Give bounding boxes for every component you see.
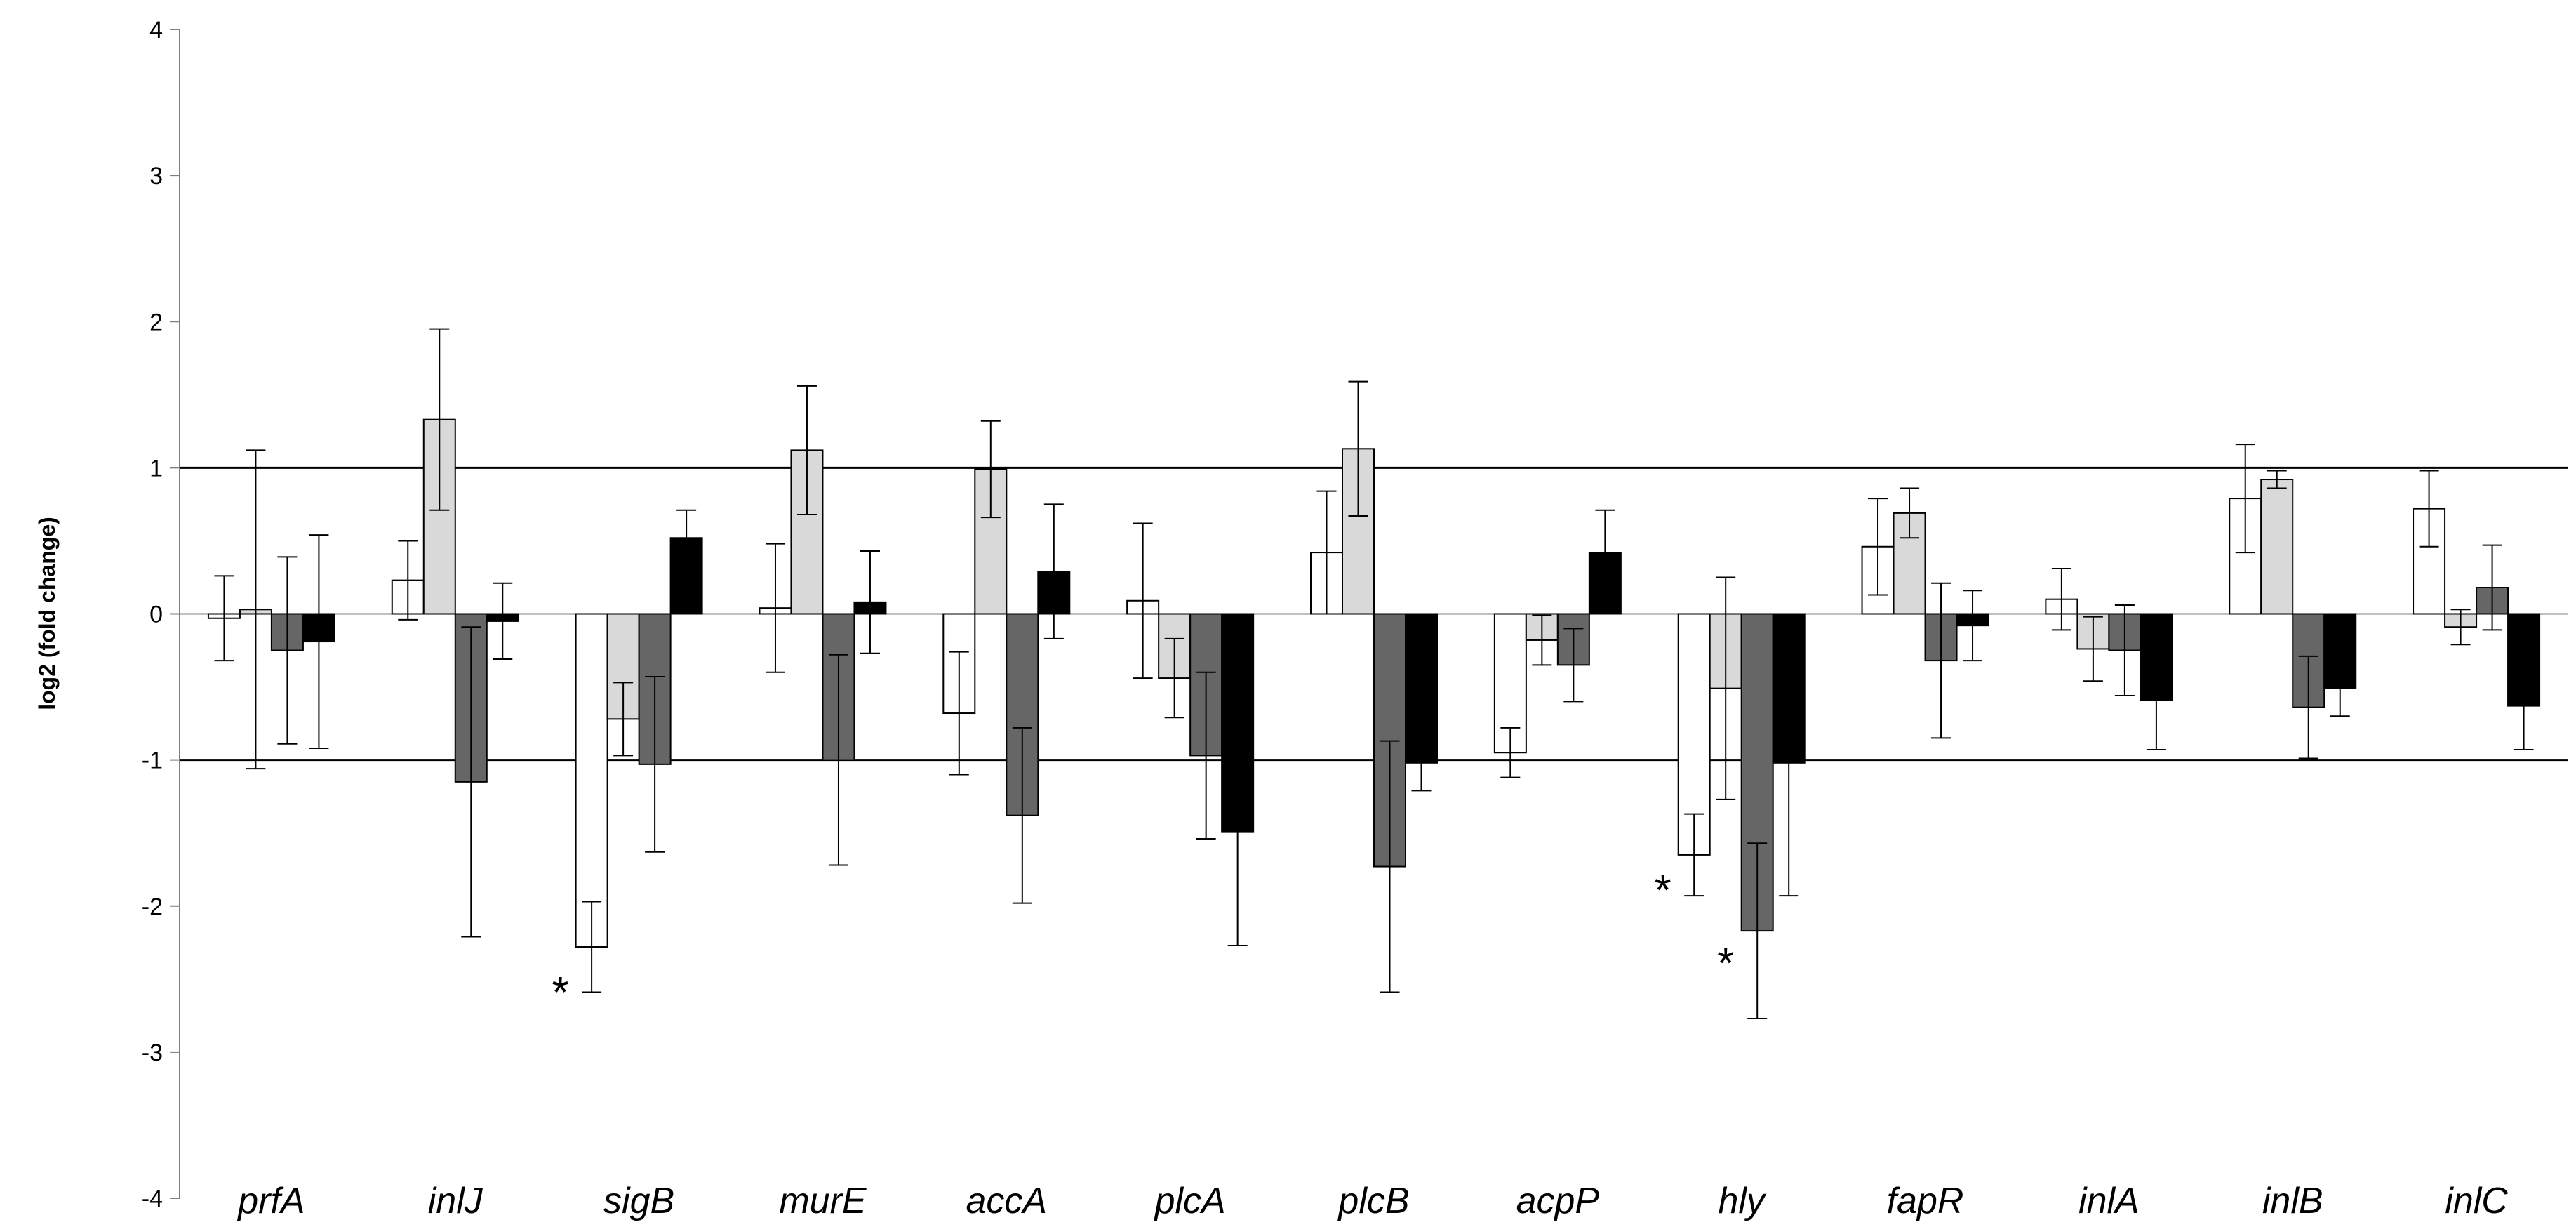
bar-sigB-series-2 [606, 613, 640, 720]
y-tick-label: 3 [149, 163, 163, 190]
bar-sigB-series-1 [575, 613, 608, 948]
bar-inlB-series-2 [2260, 479, 2294, 615]
category-label: inlA [2078, 1181, 2140, 1221]
y-tick-label: -4 [142, 1186, 163, 1212]
y-tick-label: 2 [149, 309, 163, 336]
category-label: accA [966, 1181, 1048, 1221]
category-label: inlB [2262, 1181, 2323, 1221]
y-tick-label: -1 [142, 748, 163, 774]
category-label: hly [1718, 1181, 1766, 1221]
y-tick-label: 4 [149, 17, 163, 44]
y-tick-label: 0 [149, 602, 163, 628]
y-axis-title: log2 (fold change) [34, 517, 60, 710]
category-label: fapR [1887, 1181, 1964, 1221]
category-label: sigB [603, 1181, 674, 1221]
bars [207, 328, 2541, 1020]
y-tick-label: 1 [149, 455, 163, 482]
category-label: inlC [2445, 1181, 2508, 1221]
y-tick-label: -2 [142, 894, 163, 920]
labels: 4 3 2 1 0 -1 -2 -3 -4 prfA inlJ sigB murE accA plcA plc… [142, 17, 2509, 1221]
category-label: murE [779, 1181, 867, 1221]
y-tick-label: -3 [142, 1040, 163, 1066]
category-label: inlJ [428, 1181, 483, 1221]
category-label: prfA [236, 1181, 305, 1221]
category-label: acpP [1516, 1181, 1600, 1221]
significance-marker: * [1717, 940, 1734, 988]
significance-marker: * [552, 969, 569, 1017]
category-label: plcA [1154, 1181, 1226, 1221]
category-label: plcB [1337, 1181, 1409, 1221]
significance-marker: * [1655, 867, 1671, 915]
